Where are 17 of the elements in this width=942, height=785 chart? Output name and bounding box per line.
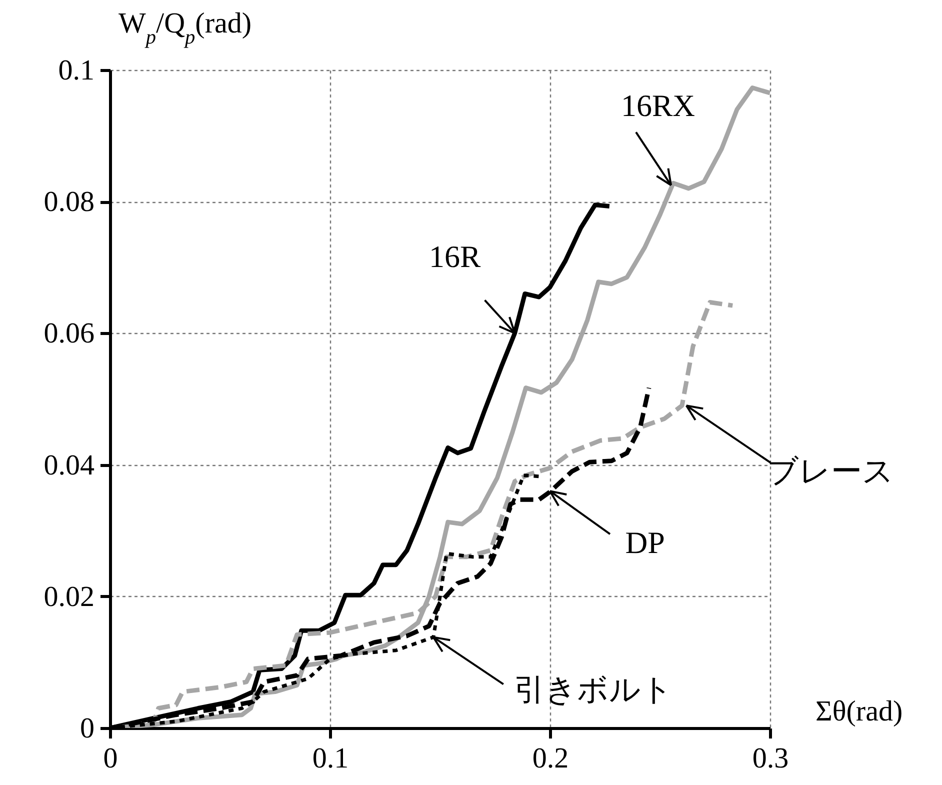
y-tick-label: 0	[80, 712, 94, 744]
y-axis-title: W$_{p}$/Q$_{p}$(rad)	[118, 8, 252, 48]
y-tick-label: 0.08	[44, 186, 94, 218]
y-tick-label: 0.04	[44, 449, 95, 482]
x-tick-label: 0.3	[752, 742, 789, 774]
x-tick-label: 0.2	[532, 742, 569, 774]
x-tick-label: 0	[103, 742, 118, 774]
annotation: 引きボルト	[514, 672, 673, 708]
annotation: 16R	[428, 239, 481, 274]
x-axis-title: Σθ(rad)	[816, 696, 903, 728]
y-tick-label: 0.06	[44, 318, 94, 350]
x-tick-label: 0.1	[312, 742, 349, 774]
annotation: 16RX	[620, 88, 696, 124]
annotation: DP	[625, 525, 665, 560]
y-tick-label: 0.02	[44, 580, 94, 613]
y-tick-label: 0.1	[58, 54, 94, 86]
annotation: ブレース	[766, 454, 894, 489]
